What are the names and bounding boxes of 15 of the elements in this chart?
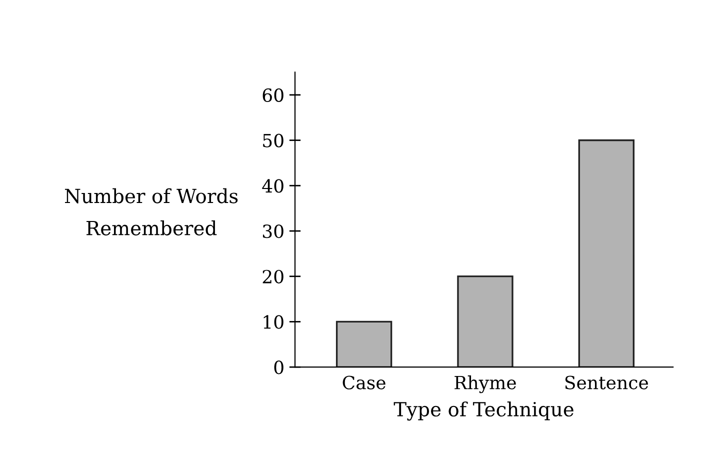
bar <box>336 320 392 368</box>
y-tick-label: 30 <box>262 224 284 238</box>
x-tick-label: Case <box>342 376 386 390</box>
y-tick-label: 10 <box>264 315 284 329</box>
bar <box>578 139 634 368</box>
y-tick-label: 40 <box>262 179 284 193</box>
y-tick-label: 50 <box>263 134 284 148</box>
x-tick-label: Rhyme <box>454 375 516 394</box>
x-axis-title: Type of Technique <box>394 401 574 421</box>
bar <box>457 276 514 368</box>
y-tick-label: 0 <box>274 360 284 374</box>
y-axis-title: Number of Words Remembered <box>64 188 238 236</box>
y-tick-label: 60 <box>262 88 284 102</box>
x-tick-label: Sentence <box>565 376 648 390</box>
y-tick-label: 20 <box>262 270 284 284</box>
